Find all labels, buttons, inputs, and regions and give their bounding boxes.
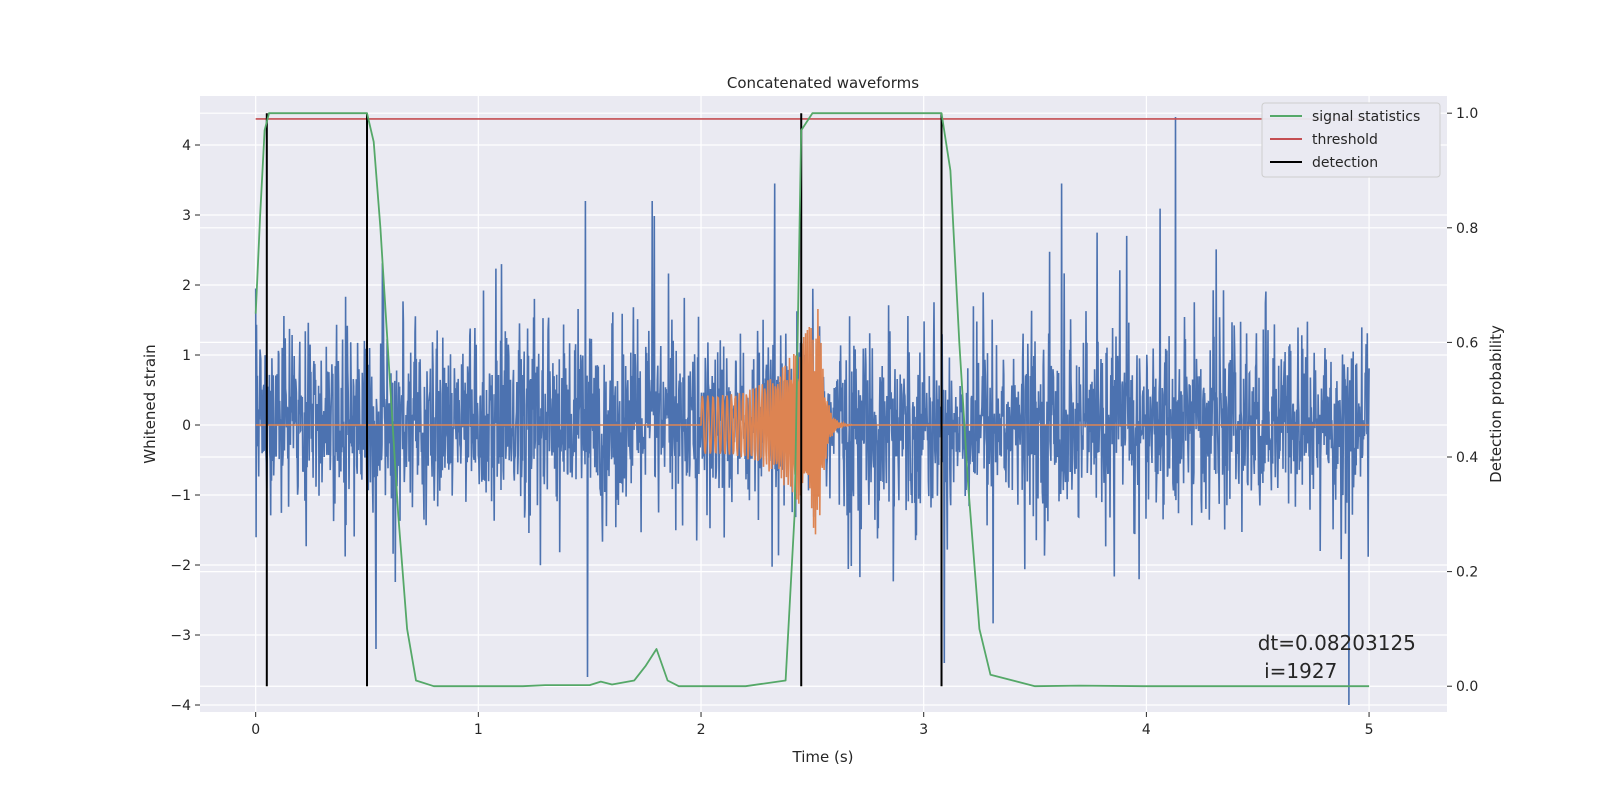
legend: signal statistics threshold detection [1261,102,1441,178]
y-tick-label: 3 [182,208,191,224]
annotation-i: i=1927 [1258,659,1338,683]
x-tick-label: 4 [1142,722,1151,738]
y-tick-label: −2 [170,558,191,574]
x-tick-label: 3 [919,722,928,738]
legend-label-detection: detection [1312,155,1378,171]
y-axis-label: Whitened strain [141,344,159,463]
y-tick-label: 1 [182,348,191,364]
x-axis-label: Time (s) [792,748,854,766]
signal-statistics-line [254,112,1370,688]
y-tick-label: 4 [182,138,191,154]
y2-tick-label: 0.4 [1456,450,1478,466]
y2-tick-label: 1.0 [1456,106,1478,122]
legend-label-threshold: threshold [1312,132,1378,148]
chart-title: Concatenated waveforms [727,74,919,92]
x-tick-label: 2 [697,722,706,738]
legend-box [1261,102,1441,178]
legend-label-signal-statistics: signal statistics [1312,109,1420,125]
x-tick-label: 0 [251,722,260,738]
y2-axis-label: Detection probability [1487,325,1505,483]
y-tick-label: −4 [170,698,191,714]
annotation-dt: dt=0.08203125 [1258,631,1416,655]
x-tick-label: 5 [1365,722,1374,738]
y-tick-label: −1 [170,488,191,504]
y2-tick-label: 0.0 [1456,679,1478,695]
y-tick-label: −3 [170,628,191,644]
data-layer [254,112,1370,706]
x-tick-label: 1 [474,722,483,738]
y2-tick-label: 0.6 [1456,335,1478,351]
y-tick-label: 0 [182,418,191,434]
y2-tick-label: 0.8 [1456,221,1478,237]
chirp-waveform-series [255,308,1370,535]
axis-layer: 0 1 2 3 4 5 −4 −3 −2 −1 0 1 2 3 4 0.0 0.2 0.4 0.6 0.8 1.0 [170,106,1478,738]
y2-tick-label: 0.2 [1456,565,1478,581]
y-tick-label: 2 [182,278,191,294]
